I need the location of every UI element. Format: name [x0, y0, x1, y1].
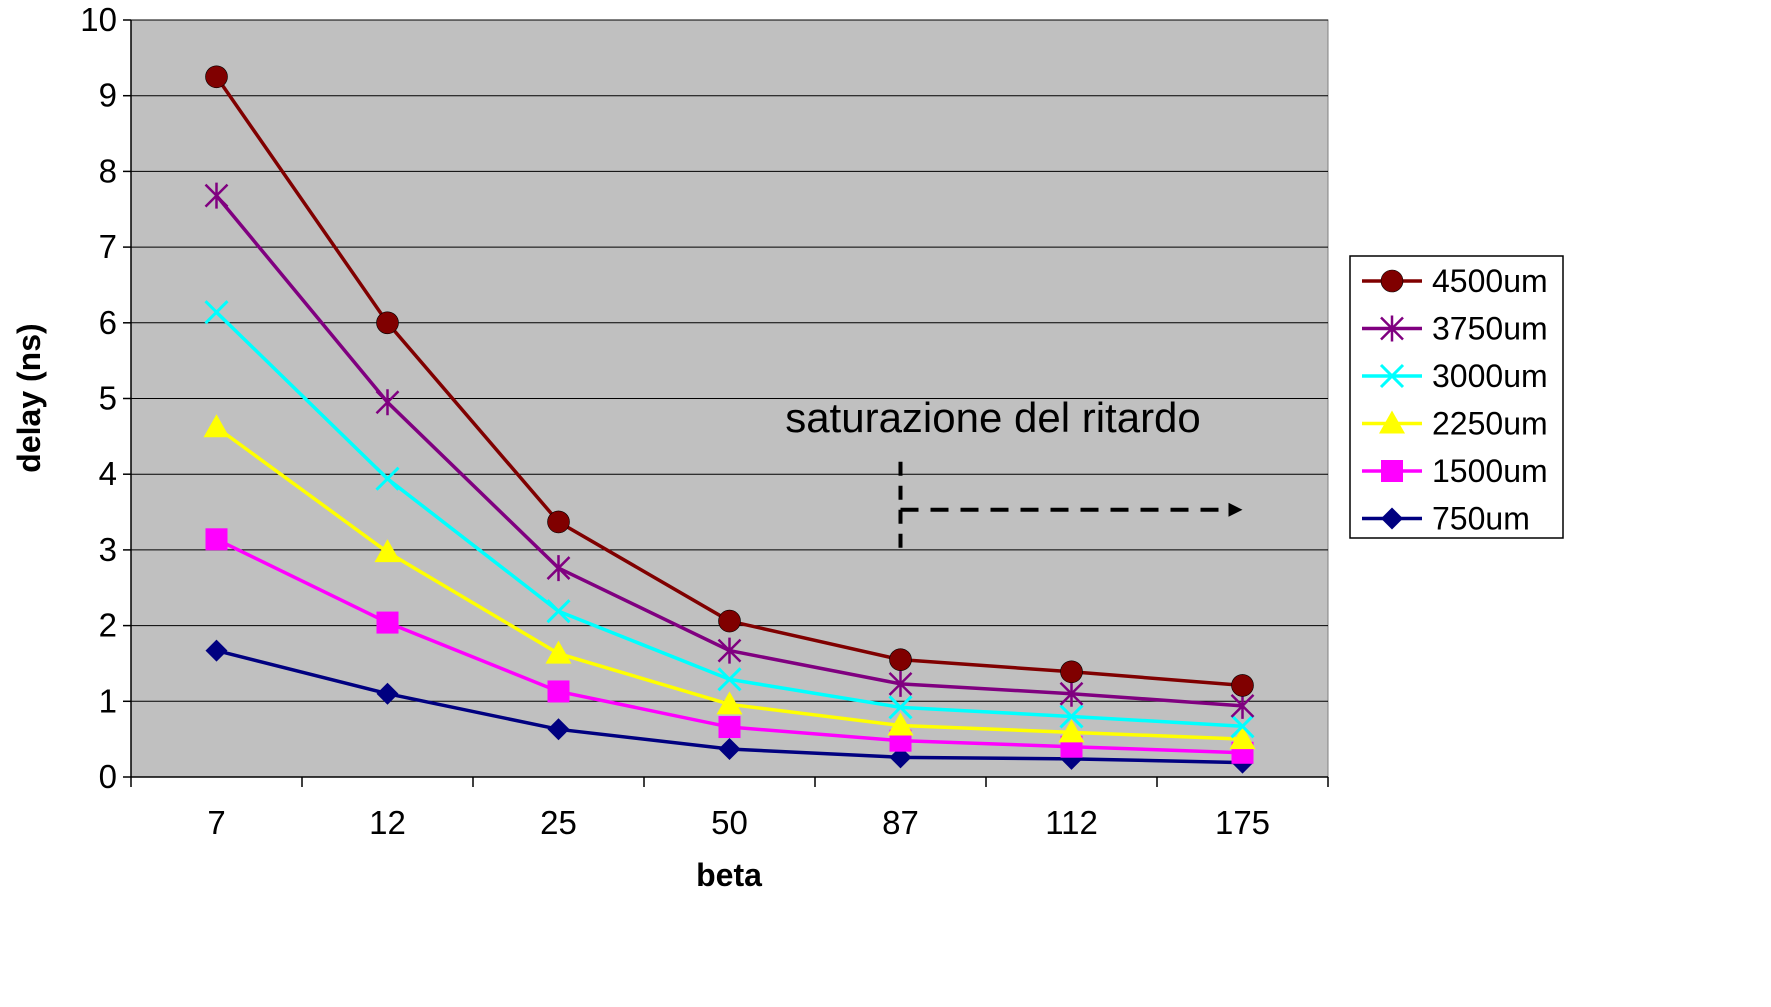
x-tick-label: 25: [540, 804, 577, 841]
y-tick-label: 3: [99, 531, 117, 568]
legend-label: 2250um: [1432, 406, 1548, 442]
data-point: [375, 389, 400, 416]
legend-label: 750um: [1432, 501, 1530, 537]
y-tick-label: 6: [99, 304, 117, 341]
series-4500um: [205, 65, 1254, 697]
data-point: [546, 555, 571, 582]
x-tick-label: 12: [369, 804, 406, 841]
annotation-text: saturazione del ritardo: [785, 394, 1201, 441]
x-tick-label: 112: [1045, 804, 1098, 841]
data-point: [1229, 726, 1256, 750]
data-point: [889, 648, 912, 671]
legend-marker: [1381, 460, 1403, 482]
data-point: [547, 680, 570, 703]
data-point: [203, 414, 230, 438]
data-point: [376, 311, 399, 335]
series-layer: [203, 65, 1256, 774]
x-tick-label: 7: [207, 804, 225, 841]
data-point: [1231, 674, 1254, 697]
data-point: [716, 691, 743, 715]
y-tick-label: 9: [99, 77, 117, 114]
legend-marker: [1379, 363, 1405, 389]
data-point: [204, 182, 229, 209]
data-point: [888, 695, 913, 720]
y-tick-label: 0: [99, 758, 117, 795]
data-point: [545, 640, 572, 664]
data-point: [547, 718, 570, 741]
y-tick-label: 10: [80, 1, 117, 38]
legend-item-2250um: 2250um: [1362, 406, 1548, 442]
series-2250um: [203, 414, 1256, 750]
legend-label: 3000um: [1432, 358, 1548, 394]
legend-box: [1349, 255, 1564, 539]
legend-item-4500um: 4500um: [1362, 263, 1548, 299]
y-tick-label: 8: [99, 152, 117, 189]
x-tick-label: 87: [882, 804, 919, 841]
data-point: [718, 609, 741, 633]
legend: 4500um 3750um 3000um 2250um 1500um 750um: [1349, 255, 1564, 539]
gridlines: [131, 19, 1328, 702]
x-axis-ticks: 7 12 25 50 87 112 175: [130, 777, 1329, 841]
data-point: [718, 716, 741, 739]
data-point: [547, 510, 570, 534]
data-point: [1060, 660, 1083, 684]
saturation-arrow-head: [1228, 502, 1243, 517]
legend-marker: [1380, 315, 1404, 342]
data-point: [887, 712, 914, 736]
y-tick-label: 7: [99, 228, 117, 265]
data-point: [717, 637, 742, 664]
legend-label: 1500um: [1432, 453, 1548, 489]
x-tick-label: 175: [1215, 804, 1270, 841]
series-3750um: [204, 182, 1255, 719]
data-point: [889, 746, 912, 769]
x-tick-label: 50: [711, 804, 748, 841]
data-point: [375, 466, 400, 491]
data-point: [205, 528, 228, 551]
data-point: [717, 667, 742, 692]
y-tick-label: 4: [99, 455, 117, 492]
data-point: [1059, 704, 1084, 729]
y-axis-title: delay (ns): [11, 323, 47, 472]
data-point: [1059, 680, 1084, 707]
data-point: [1058, 719, 1085, 743]
data-point: [374, 539, 401, 563]
data-point: [376, 682, 399, 705]
data-point: [204, 300, 229, 325]
legend-item-3750um: 3750um: [1362, 311, 1548, 347]
legend-label: 4500um: [1432, 263, 1548, 299]
series-3000um: [204, 300, 1255, 739]
data-point: [376, 611, 399, 634]
y-tick-label: 1: [99, 682, 117, 719]
y-tick-label: 5: [99, 380, 117, 417]
data-point: [1230, 692, 1255, 719]
legend-marker: [1380, 269, 1404, 293]
legend-item-3000um: 3000um: [1362, 358, 1548, 394]
data-point: [205, 65, 228, 89]
data-point: [1230, 714, 1255, 739]
x-axis-title: beta: [696, 857, 762, 893]
legend-marker: [1379, 410, 1405, 434]
y-axis-ticks: 0 1 2 3 4 5 6 7 8 9 10: [80, 1, 131, 795]
data-point: [546, 599, 571, 624]
legend-item-750um: 750um: [1362, 501, 1530, 537]
annotation: saturazione del ritardo: [785, 394, 1243, 558]
legend-label: 3750um: [1432, 311, 1548, 347]
y-tick-label: 2: [99, 607, 117, 644]
data-point: [888, 670, 913, 697]
legend-item-1500um: 1500um: [1362, 453, 1548, 489]
legend-marker: [1381, 507, 1403, 530]
data-point: [205, 639, 228, 662]
data-point: [718, 737, 741, 760]
